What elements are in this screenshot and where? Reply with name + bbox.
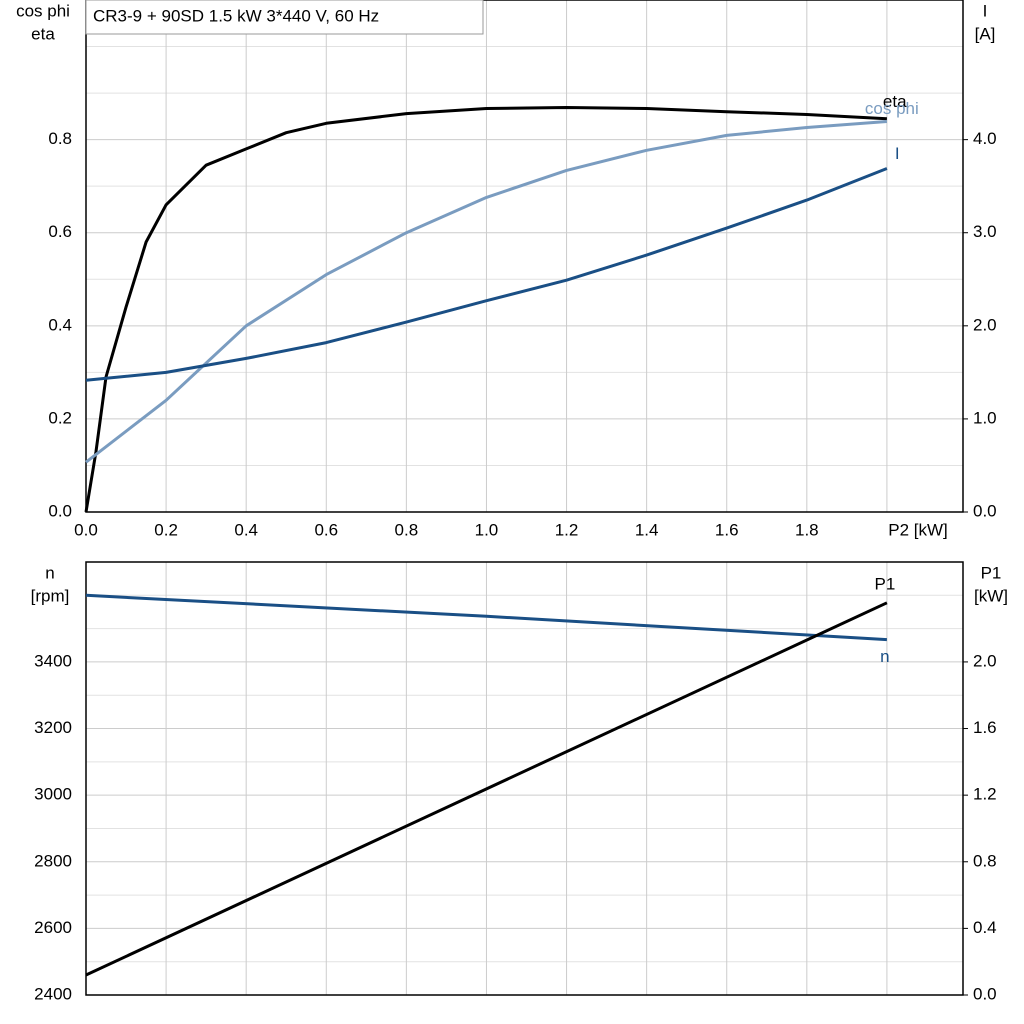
x-tick-label: 1.6: [715, 520, 739, 539]
series-label: n: [880, 647, 889, 666]
x-tick-label: 1.8: [795, 520, 819, 539]
y2-axis-label: I: [983, 1, 988, 20]
y-axis-label: cos phi: [16, 1, 70, 20]
y2-tick-label: 1.2: [973, 785, 997, 804]
y2-axis-label: P1: [981, 563, 1002, 582]
y-tick-label: 3000: [34, 785, 72, 804]
series-label: I: [895, 144, 900, 163]
series-line: [85, 167, 888, 382]
y-tick-label: 0.4: [48, 315, 72, 334]
plot-frame: [85, 561, 964, 996]
y2-tick-label: 1.6: [973, 718, 997, 737]
y-tick-label: 2400: [34, 984, 72, 1003]
x-tick-label: 1.2: [555, 520, 579, 539]
x-tick-label: 0.0: [74, 520, 98, 539]
y-tick-label: 3400: [34, 651, 72, 670]
y2-tick-label: 2.0: [973, 651, 997, 670]
y2-tick-label: 0.0: [973, 501, 997, 520]
y2-axis-label: [kW]: [974, 586, 1008, 605]
x-tick-label: 1.4: [635, 520, 659, 539]
series-line: [84, 106, 887, 513]
y-tick-label: 3200: [34, 718, 72, 737]
y-tick-label: 0.8: [48, 129, 72, 148]
y2-tick-label: 1.0: [973, 408, 997, 427]
x-tick-label: 0.6: [314, 520, 338, 539]
y-tick-label: 2800: [34, 851, 72, 870]
y-axis-label: [rpm]: [31, 586, 70, 605]
y2-axis-label: [A]: [975, 24, 996, 43]
x-tick-label: 0.2: [154, 520, 178, 539]
series-label: eta: [883, 92, 907, 111]
y2-tick-label: 4.0: [973, 129, 997, 148]
y2-tick-label: 0.0: [973, 984, 997, 1003]
y-axis-label: n: [45, 563, 54, 582]
y-tick-label: 0.0: [48, 501, 72, 520]
series-line: [85, 601, 888, 977]
y-axis-label: eta: [31, 24, 55, 43]
y2-tick-label: 0.8: [973, 851, 997, 870]
series-line: [85, 593, 887, 642]
x-tick-label: 1.0: [475, 520, 499, 539]
y2-tick-label: 0.4: [973, 918, 997, 937]
series-line: [85, 120, 888, 464]
chart-title: CR3-9 + 90SD 1.5 kW 3*440 V, 60 Hz: [93, 6, 379, 25]
title-box: [85, 0, 484, 35]
y2-tick-label: 2.0: [973, 315, 997, 334]
series-label: cos phi: [865, 99, 919, 118]
x-tick-label: 0.8: [395, 520, 419, 539]
series-label: P1: [875, 574, 896, 593]
plot-frame: [85, 0, 964, 513]
y-tick-label: 2600: [34, 918, 72, 937]
x-tick-label: 0.4: [234, 520, 258, 539]
y-tick-label: 0.2: [48, 408, 72, 427]
y-tick-label: 0.6: [48, 222, 72, 241]
y2-tick-label: 3.0: [973, 222, 997, 241]
x-axis-label: P2 [kW]: [888, 520, 948, 539]
